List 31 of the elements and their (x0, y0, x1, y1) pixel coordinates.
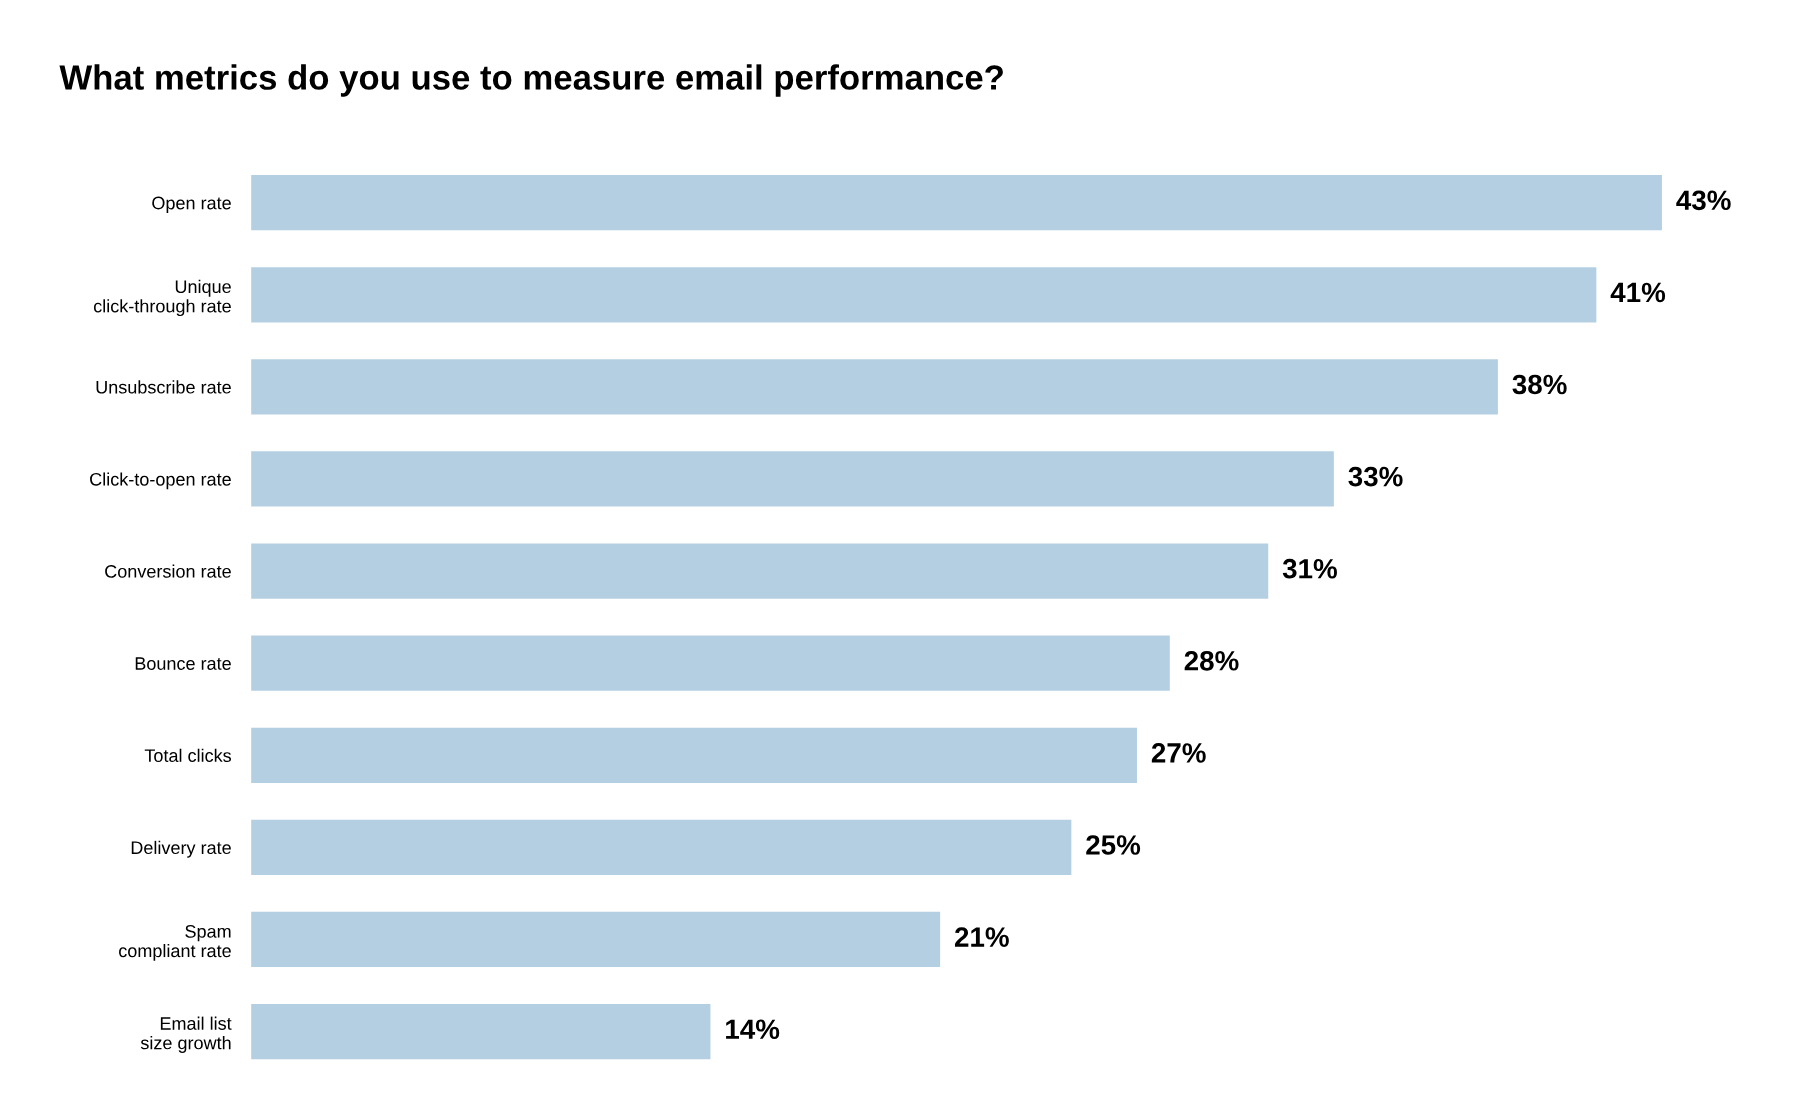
y-tick-label: Open rate (152, 196, 231, 213)
bar (251, 727, 1137, 783)
data-label: 14% (726, 1019, 780, 1039)
y-tick-label: Unique click-through rate (93, 279, 231, 317)
y-tick-label: Spam compliant rate (119, 925, 231, 961)
y-tick-label: Unsubscribe rate (96, 380, 231, 394)
bar (251, 543, 1269, 599)
bar (251, 267, 1597, 323)
chart-title: What metrics do you use to measure email performance? (59, 64, 1003, 97)
data-label: 21% (954, 927, 1009, 947)
y-tick-label: Bounce rate (135, 657, 231, 670)
bar (251, 359, 1498, 415)
bar (251, 635, 1170, 691)
data-label: 43% (1676, 190, 1731, 211)
bar (251, 451, 1334, 507)
bar (251, 911, 941, 968)
bar (251, 175, 1662, 231)
y-tick-label: Click-to-open rate (90, 472, 231, 490)
y-tick-label: Delivery rate (131, 840, 231, 858)
data-label: 38% (1512, 374, 1567, 395)
bar (251, 1003, 711, 1060)
bar (251, 819, 1072, 876)
y-tick-label: Conversion rate (105, 564, 231, 578)
y-tick-label: Email list size growth (140, 1016, 232, 1053)
data-label: 25% (1086, 835, 1141, 855)
data-label: 33% (1348, 466, 1403, 487)
data-label: 27% (1151, 743, 1206, 763)
data-label: 41% (1610, 282, 1666, 303)
data-label: 31% (1282, 558, 1337, 579)
data-label: 28% (1184, 650, 1239, 671)
y-tick-label: Total clicks (144, 748, 232, 762)
